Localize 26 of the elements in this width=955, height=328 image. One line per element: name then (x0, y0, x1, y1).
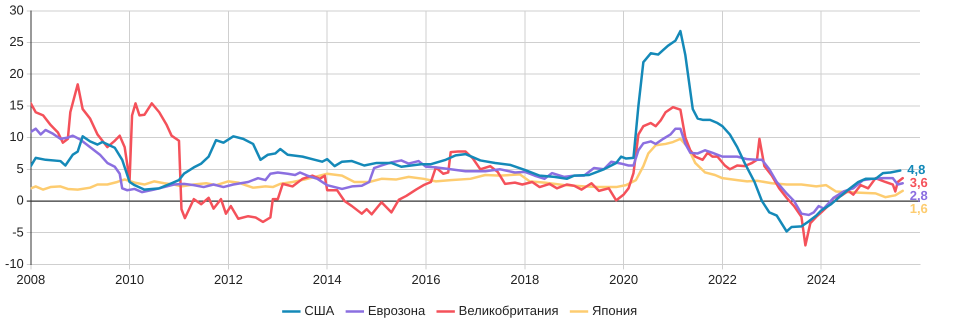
data-label: 4,8 (907, 162, 926, 178)
data-label: 1,6 (910, 201, 928, 216)
y-tick-label: 10 (9, 129, 24, 144)
y-tick-label: 25 (9, 34, 24, 50)
y-tick-label: 5 (16, 160, 24, 176)
x-tick-label: 2016 (412, 272, 440, 287)
x-tick-label: 2012 (214, 272, 243, 287)
data-label: 2,8 (910, 188, 928, 204)
x-tick-label: 2020 (609, 272, 638, 287)
x-tick-label: 2024 (806, 272, 836, 287)
x-tick-label: 2008 (16, 272, 46, 287)
legend-label: США (304, 303, 335, 318)
data-label: 3,6 (910, 175, 928, 190)
y-tick-label: 15 (9, 97, 24, 112)
legend-label: Еврозона (368, 303, 426, 318)
x-tick-label: 2018 (510, 272, 540, 287)
y-tick-label: 30 (9, 2, 24, 18)
y-tick-label: -5 (12, 224, 24, 240)
x-tick-label: 2014 (312, 272, 342, 287)
y-tick-label: 20 (9, 66, 24, 81)
y-tick-label: -10 (4, 256, 24, 271)
y-tick-label: 0 (16, 192, 24, 208)
x-tick-label: 2010 (115, 272, 144, 287)
legend-label: Великобритания (458, 303, 559, 318)
legend-label: Япония (592, 303, 638, 318)
x-tick-label: 2022 (708, 272, 737, 287)
